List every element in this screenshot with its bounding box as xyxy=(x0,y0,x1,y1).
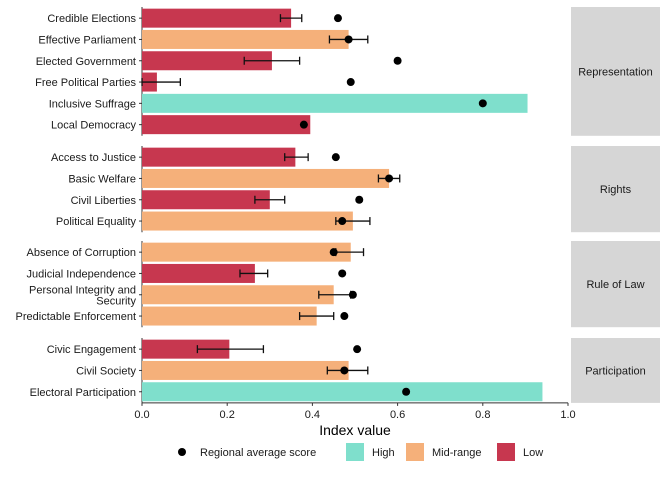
regional-average-point xyxy=(355,195,364,204)
regional-average-point xyxy=(402,387,411,396)
y-tick-label: Elected Government xyxy=(36,56,136,68)
legend-point-icon xyxy=(178,448,186,456)
regional-average-point xyxy=(333,14,342,23)
bar xyxy=(142,306,317,326)
y-tick-label: Electoral Participation xyxy=(30,387,136,399)
bar xyxy=(142,147,296,167)
facet-strip-label: Rights xyxy=(600,184,632,196)
facet-strip xyxy=(571,7,660,136)
bar xyxy=(142,115,311,135)
legend-swatch xyxy=(497,443,515,461)
x-tick-label: 0.8 xyxy=(475,409,490,421)
panels-layer: Representation Credible Elections Effectiv… xyxy=(16,7,660,403)
y-tick-label: Local Democracy xyxy=(51,120,136,132)
y-tick-label: Predictable Enforcement xyxy=(16,311,136,323)
regional-average-point xyxy=(299,120,308,129)
y-tick-label: Civil Society xyxy=(76,365,136,377)
regional-average-point xyxy=(344,35,353,44)
x-tick-label: 1.0 xyxy=(560,409,575,421)
bar xyxy=(142,29,349,49)
regional-average-point xyxy=(338,269,347,278)
panel-4: Participation Civic Engagement Civil Socie… xyxy=(30,338,660,403)
regional-average-point xyxy=(348,290,357,299)
regional-average-point xyxy=(393,56,402,65)
bar xyxy=(142,263,255,283)
y-tick-label: Access to Justice xyxy=(51,152,136,164)
y-tick-label: Civic Engagement xyxy=(47,344,136,356)
facet-strip xyxy=(571,241,660,328)
y-tick-label: Free Political Parties xyxy=(35,77,136,89)
legend-label: Regional average score xyxy=(200,447,316,459)
y-tick-label: Personal Integrity and Security xyxy=(29,284,137,307)
y-tick-label: Absence of Corruption xyxy=(27,247,136,259)
facet-strip xyxy=(571,338,660,403)
regional-average-point xyxy=(353,345,362,354)
legend-label: Low xyxy=(523,447,543,459)
bar xyxy=(142,242,351,262)
y-tick-label: Civil Liberties xyxy=(71,195,137,207)
legend-label: High xyxy=(372,447,395,459)
bar xyxy=(142,360,349,380)
regional-average-point xyxy=(340,312,349,321)
facet-strip-label: Representation xyxy=(578,66,653,78)
panel-3: Rule of Law Absence of Corruption Judicial… xyxy=(16,241,660,328)
x-tick-label: 0.0 xyxy=(134,409,149,421)
x-tick-label: 0.2 xyxy=(220,409,235,421)
regional-average-point xyxy=(338,217,347,226)
regional-average-point xyxy=(340,366,349,375)
facet-strip-label: Participation xyxy=(585,365,646,377)
x-tick-label: 0.6 xyxy=(390,409,405,421)
y-tick-label: Inclusive Suffrage xyxy=(49,98,136,110)
x-tick-label: 0.4 xyxy=(305,409,320,421)
regional-average-point xyxy=(331,153,340,162)
regional-average-point xyxy=(385,174,394,183)
y-tick-label: Credible Elections xyxy=(47,13,136,25)
bar xyxy=(142,211,353,231)
regional-average-point xyxy=(346,78,355,87)
facet-strip xyxy=(571,146,660,233)
legend: Regional average score High Mid-range Low xyxy=(178,443,543,461)
regional-average-point xyxy=(478,99,487,108)
bar xyxy=(142,339,230,359)
bar xyxy=(142,51,272,71)
bar xyxy=(142,190,270,210)
regional-average-point xyxy=(329,248,338,257)
legend-label: Mid-range xyxy=(432,447,482,459)
bar xyxy=(142,285,334,305)
y-tick-label: Basic Welfare xyxy=(68,173,136,185)
bar xyxy=(142,93,528,113)
bar xyxy=(142,168,390,188)
x-axis: 0.0 0.2 0.4 0.6 0.8 1.0 xyxy=(134,402,576,421)
facet-strip-label: Rule of Law xyxy=(586,279,644,291)
y-tick-label: Effective Parliament xyxy=(38,34,136,46)
panel-1: Representation Credible Elections Effectiv… xyxy=(35,7,660,136)
y-tick-label: Judicial Independence xyxy=(27,268,136,280)
y-tick-label: Political Equality xyxy=(56,216,137,228)
x-axis-title: Index value xyxy=(319,422,391,438)
bar xyxy=(142,382,543,402)
bar xyxy=(142,8,292,28)
legend-swatch xyxy=(346,443,364,461)
panel-2: Rights Access to Justice Basic Welfare Civi… xyxy=(51,146,660,233)
legend-swatch xyxy=(406,443,424,461)
